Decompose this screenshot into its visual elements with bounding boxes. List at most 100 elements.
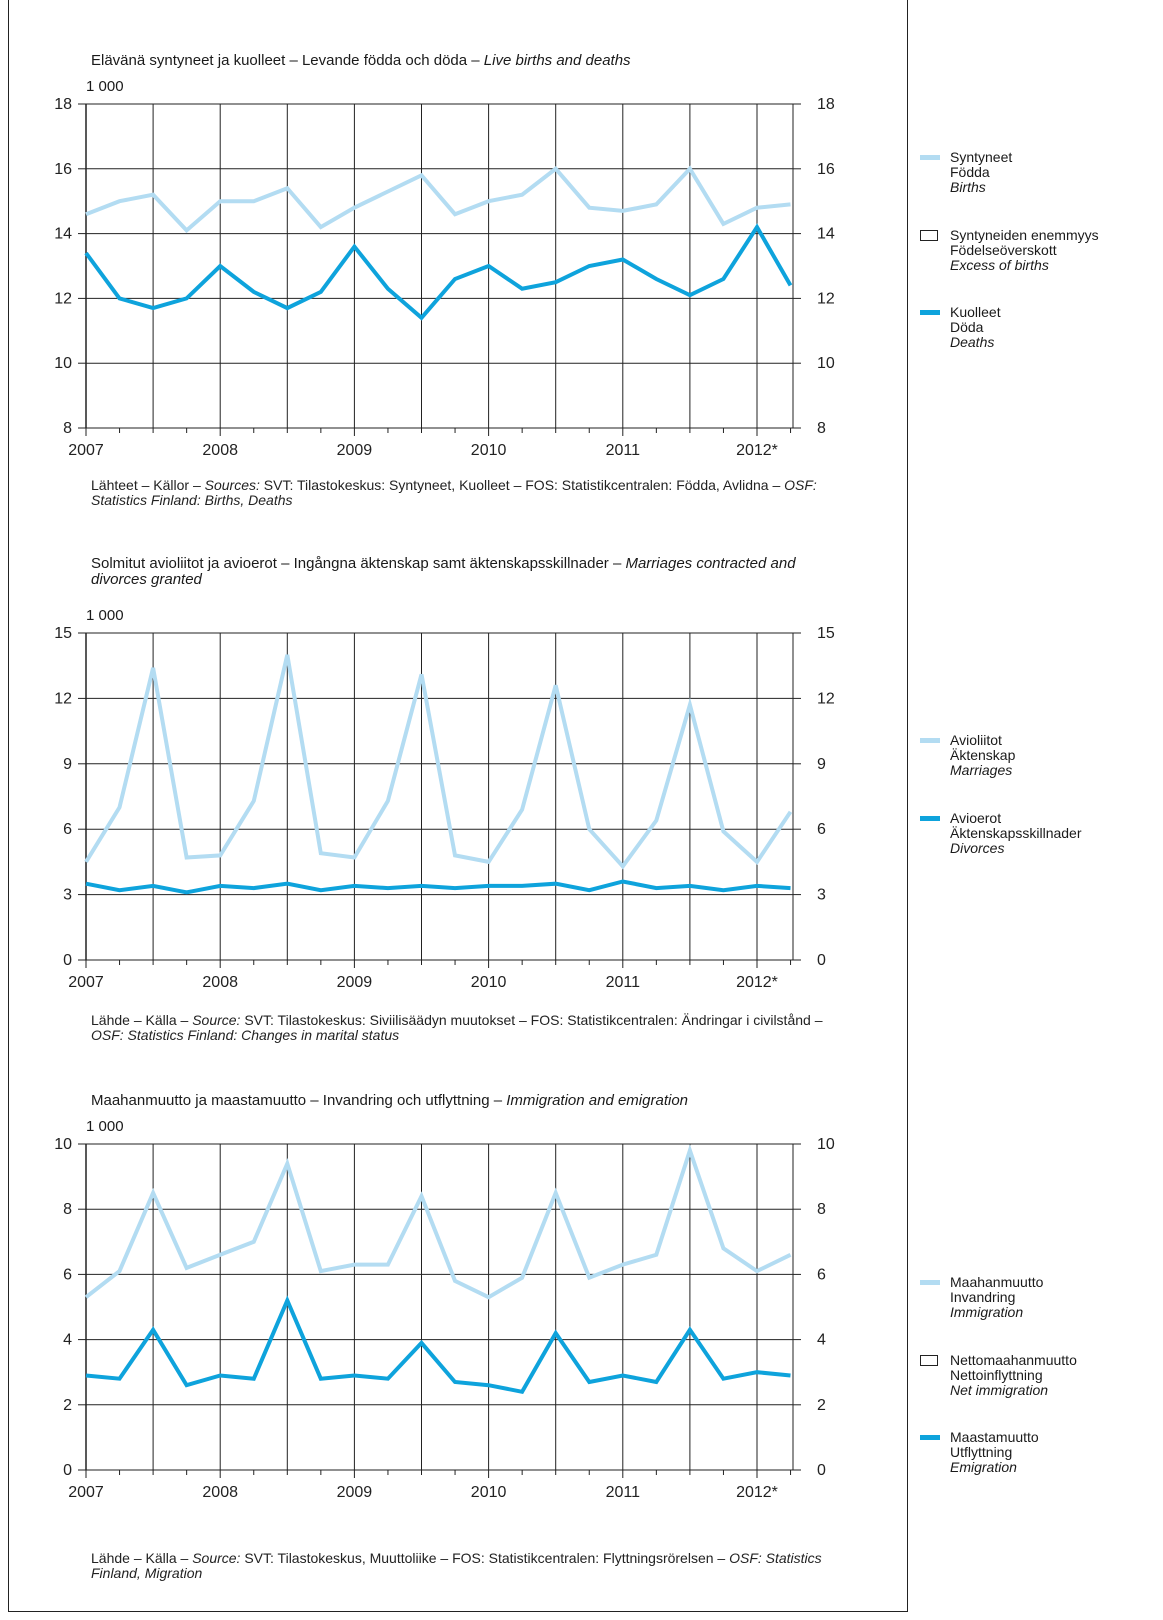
legend-label-sv: Invandring (950, 1289, 1016, 1305)
y-tick-label-right: 4 (817, 1332, 826, 1349)
x-tick-label: 2008 (202, 974, 238, 991)
x-tick-label: 2011 (606, 442, 641, 459)
source-text: SVT: Tilastokeskus, Muuttoliike – FOS: S… (240, 1550, 730, 1566)
y-tick-label-left: 6 (63, 1266, 72, 1283)
y-tick-label-right: 12 (817, 290, 835, 307)
chart-title: Maahanmuutto ja maastamuutto – Invandrin… (91, 1093, 831, 1109)
y-tick-label-left: 10 (54, 1136, 72, 1153)
legend-label-fi: Maastamuutto (950, 1429, 1039, 1445)
x-tick-label: 2007 (68, 974, 104, 991)
legend-label-fi: Maahanmuutto (950, 1274, 1044, 1290)
legend-label-en: Excess of births (950, 257, 1049, 273)
y-tick-label-right: 16 (817, 161, 835, 178)
x-tick-label: 2007 (68, 1484, 104, 1501)
legend-line-swatch (920, 155, 940, 160)
legend-label-fi: Syntyneiden enemmyys (950, 227, 1099, 243)
x-tick-label: 2012* (736, 974, 778, 991)
legend-line-swatch (920, 738, 940, 743)
series-line-light (85, 165, 791, 234)
x-tick-label: 2010 (471, 974, 507, 991)
legend-label: Maastamuutto Utflyttning Emigration (950, 1430, 1160, 1475)
legend-label-fi: Avioliitot (950, 732, 1002, 748)
legend-label-fi: Nettomaahanmuutto (950, 1352, 1077, 1368)
legend-label: Maahanmuutto Invandring Immigration (950, 1275, 1160, 1320)
legend-label-en: Marriages (950, 762, 1013, 778)
source-text: Sources: (204, 477, 260, 493)
legend-label-sv: Utflyttning (950, 1444, 1013, 1460)
x-tick-label: 2010 (471, 442, 507, 459)
y-tick-label-left: 12 (54, 690, 72, 707)
y-tick-label-right: 10 (817, 1136, 835, 1153)
legend-label-en: Births (950, 179, 986, 195)
y-tick-label-right: 15 (817, 625, 835, 642)
legend-box-swatch (920, 1355, 938, 1366)
legend-line-swatch (920, 816, 940, 821)
x-tick-label: 2010 (471, 1484, 507, 1501)
legend-label-en: Net immigration (950, 1382, 1049, 1398)
legend-label-fi: Avioerot (950, 810, 1002, 826)
legend-label: Nettomaahanmuutto Nettoinflyttning Net imm… (950, 1353, 1160, 1398)
figure-frame (8, 0, 908, 1612)
legend-label-en: Divorces (950, 840, 1005, 856)
legend-box-swatch (920, 230, 938, 241)
legend-label: Kuolleet Döda Deaths (950, 305, 1160, 350)
x-tick-label: 2009 (337, 974, 373, 991)
x-tick-label: 2009 (337, 442, 373, 459)
legend-label-sv: Äktenskap (950, 747, 1016, 763)
y-unit-label: 1 000 (86, 607, 124, 624)
chart-title: Elävänä syntyneet ja kuolleet – Levande … (91, 53, 831, 69)
y-tick-label-right: 3 (817, 887, 826, 904)
title-text: Maahanmuutto ja maastamuutto – Invandrin… (91, 1092, 507, 1109)
title-text: Elävänä syntyneet ja kuolleet – Levande … (91, 52, 484, 69)
legend-item: Avioliitot Äktenskap Marriages (920, 733, 1160, 778)
legend-item: Maastamuutto Utflyttning Emigration (920, 1430, 1160, 1475)
x-tick-label: 2011 (606, 974, 641, 991)
legend-label-en: Emigration (950, 1459, 1017, 1475)
legend-item: Maahanmuutto Invandring Immigration (920, 1275, 1160, 1320)
legend-item: Avioerot Äktenskapsskillnader Divorces (920, 811, 1160, 856)
y-tick-label-right: 18 (817, 96, 835, 113)
x-tick-label: 2008 (202, 442, 238, 459)
y-unit-label: 1 000 (86, 1118, 124, 1135)
y-tick-label-right: 0 (817, 952, 826, 969)
y-tick-label-left: 0 (63, 952, 72, 969)
legend-line-swatch (920, 1435, 940, 1440)
series-line-light (84, 654, 793, 870)
y-tick-label-left: 8 (63, 1201, 72, 1218)
y-tick-label-right: 0 (817, 1462, 826, 1479)
series-line-dark (85, 879, 791, 895)
legend-item: Syntyneet Födda Births (920, 149, 1160, 195)
y-tick-label-right: 6 (817, 1266, 826, 1283)
title-text-english: Immigration and emigration (506, 1092, 689, 1109)
legend-line-swatch (920, 310, 940, 315)
source-text: Lähde – Källa – (91, 1550, 193, 1566)
title-text: Solmitut avioliitot ja avioerot – Ingång… (91, 555, 626, 572)
y-tick-label-left: 14 (54, 226, 72, 243)
legend-item: Nettomaahanmuutto Nettoinflyttning Net imm… (920, 1353, 1160, 1398)
series-line-dark (84, 223, 793, 321)
legend-label-fi: Syntyneet (950, 149, 1013, 165)
x-tick-label: 2009 (337, 1484, 373, 1501)
y-tick-label-left: 10 (54, 355, 72, 372)
legend-item: Kuolleet Döda Deaths (920, 305, 1160, 350)
legend-label-sv: Äktenskapsskillnader (950, 825, 1082, 841)
y-tick-label-right: 12 (817, 690, 835, 707)
x-tick-label: 2007 (68, 442, 104, 459)
y-tick-label-left: 6 (63, 821, 72, 838)
source-text: Lähteet – Källor – (91, 477, 205, 493)
legend-label: Avioerot Äktenskapsskillnader Divorces (950, 811, 1160, 856)
legend-label: Avioliitot Äktenskap Marriages (950, 733, 1160, 778)
x-tick-label: 2008 (202, 1484, 238, 1501)
source-text: Lähde – Källa – (91, 1012, 193, 1028)
legend-line-swatch (920, 1280, 940, 1285)
source-text-english: OSF: Statistics Finland: Births, Deaths (91, 477, 817, 508)
chart-title: Solmitut avioliitot ja avioerot – Ingång… (91, 556, 831, 588)
y-tick-label-left: 16 (54, 161, 72, 178)
series-line-light (84, 1144, 792, 1300)
y-tick-label-left: 12 (54, 290, 72, 307)
source-text: Source: (192, 1012, 241, 1028)
x-tick-label: 2011 (606, 1484, 641, 1501)
y-tick-label-right: 9 (817, 756, 826, 773)
y-tick-label-left: 18 (54, 96, 72, 113)
